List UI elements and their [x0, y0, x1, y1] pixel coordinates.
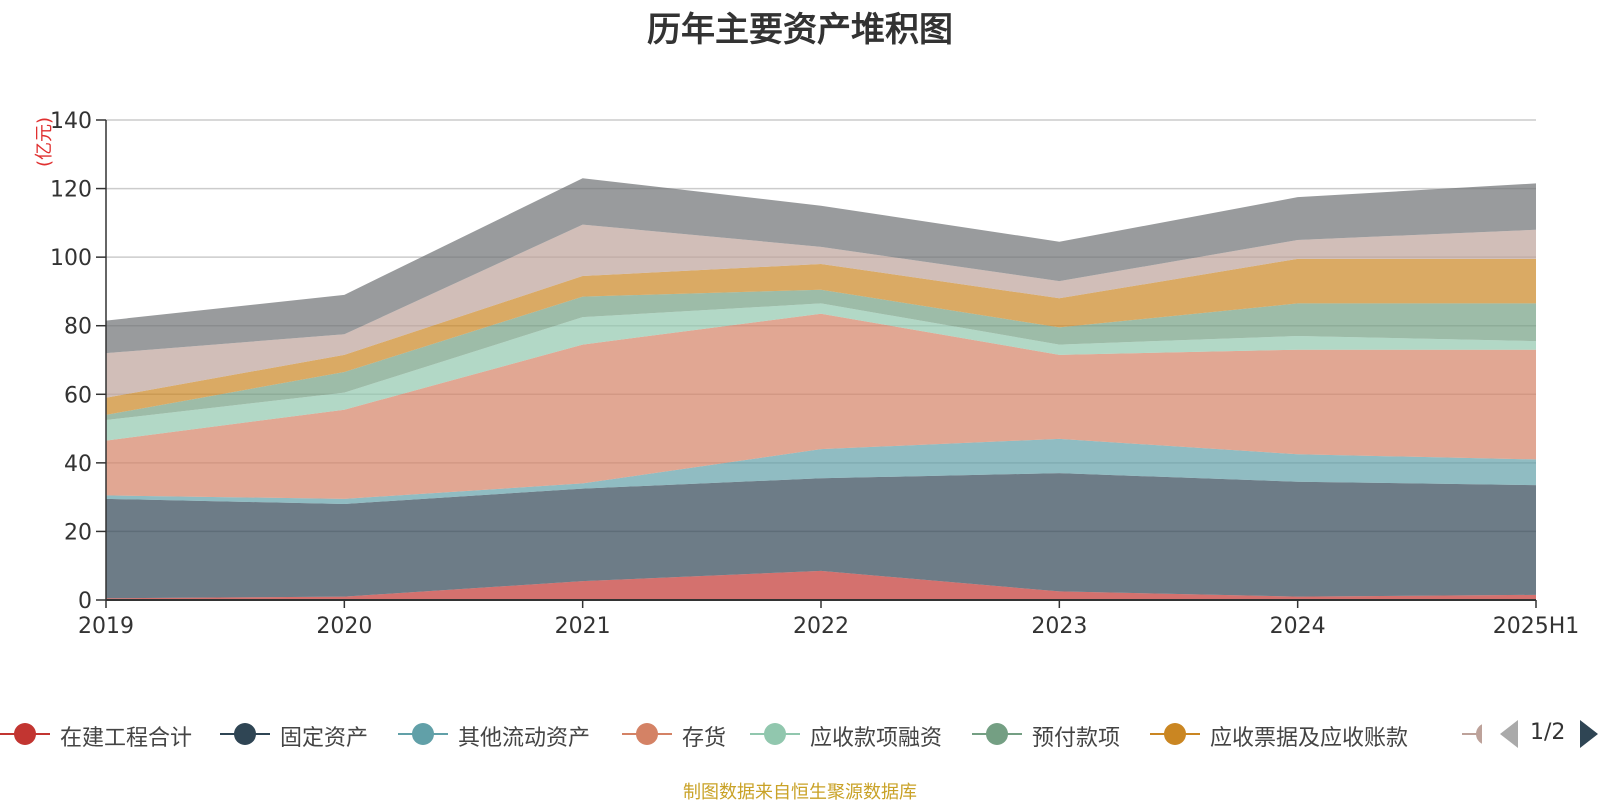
legend-swatch-dot — [1476, 723, 1482, 745]
area-series-9 — [106, 178, 1536, 354]
stacked-areas — [106, 178, 1536, 600]
legend-label: 应收款项融资 — [810, 726, 943, 751]
y-tick-label: 80 — [64, 315, 92, 340]
legend-swatch-dot — [234, 723, 256, 745]
area-series-7 — [106, 258, 1536, 415]
legend-label: 固定资产 — [280, 726, 369, 751]
y-tick-label: 20 — [64, 520, 92, 545]
legend-pager: 1/2 — [1498, 714, 1600, 754]
chart-title: 历年主要资产堆积图 — [647, 10, 953, 50]
x-tick-label: 2021 — [555, 614, 611, 639]
legend-swatch-line — [1462, 733, 1482, 735]
legend-label: 存货 — [682, 726, 727, 751]
y-axis-label: (亿元) — [34, 117, 55, 167]
legend-swatch-dot — [1164, 723, 1186, 745]
legend-label: 应收票据及应收账款 — [1210, 726, 1409, 751]
y-tick-label: 100 — [50, 246, 92, 271]
axes: 0 20 40 60 80 100 120 140 2019 2020 2021 2022 2023 20… — [50, 109, 1579, 639]
x-tick-label: 2023 — [1031, 614, 1087, 639]
area-series-1 — [106, 570, 1536, 600]
area-series-6 — [106, 289, 1536, 420]
area-series-2 — [106, 473, 1536, 599]
y-tick-label: 0 — [78, 589, 92, 614]
legend-label: 在建工程合计 — [60, 726, 193, 751]
x-tick-label: 2019 — [78, 614, 134, 639]
legend-swatch-dot — [636, 723, 658, 745]
legend-label: 其他流动资产 — [458, 726, 591, 751]
legend-swatch-dot — [764, 723, 786, 745]
y-tick-label: 40 — [64, 452, 92, 477]
legend-next-page-icon[interactable] — [1580, 720, 1598, 748]
legend-page-indicator: 1/2 — [1530, 720, 1566, 745]
x-tick-label: 2025H1 — [1493, 614, 1580, 639]
area-series-8 — [106, 224, 1536, 398]
area-series-3 — [106, 438, 1536, 504]
legend-swatch-dot — [986, 723, 1008, 745]
source-note: 制图数据来自恒生聚源数据库 — [683, 782, 917, 803]
x-tick-label: 2022 — [793, 614, 849, 639]
y-tick-label: 140 — [50, 109, 92, 134]
area-series-4 — [106, 313, 1536, 499]
legend-label: 预付款项 — [1032, 726, 1121, 751]
legend-prev-page-icon[interactable] — [1500, 720, 1518, 748]
legend-swatch-dot — [14, 723, 36, 745]
y-tick-label: 120 — [50, 178, 92, 203]
legend-item-partial — [1462, 714, 1482, 754]
y-tick-label: 60 — [64, 383, 92, 408]
x-tick-label: 2020 — [316, 614, 372, 639]
legend: 在建工程合计 固定资产 其他流动资产 存货 应收款项融资 预付款项 应收票据及应收账款 — [0, 714, 1600, 754]
x-tick-label: 2024 — [1270, 614, 1326, 639]
legend-swatch-dot — [412, 723, 434, 745]
